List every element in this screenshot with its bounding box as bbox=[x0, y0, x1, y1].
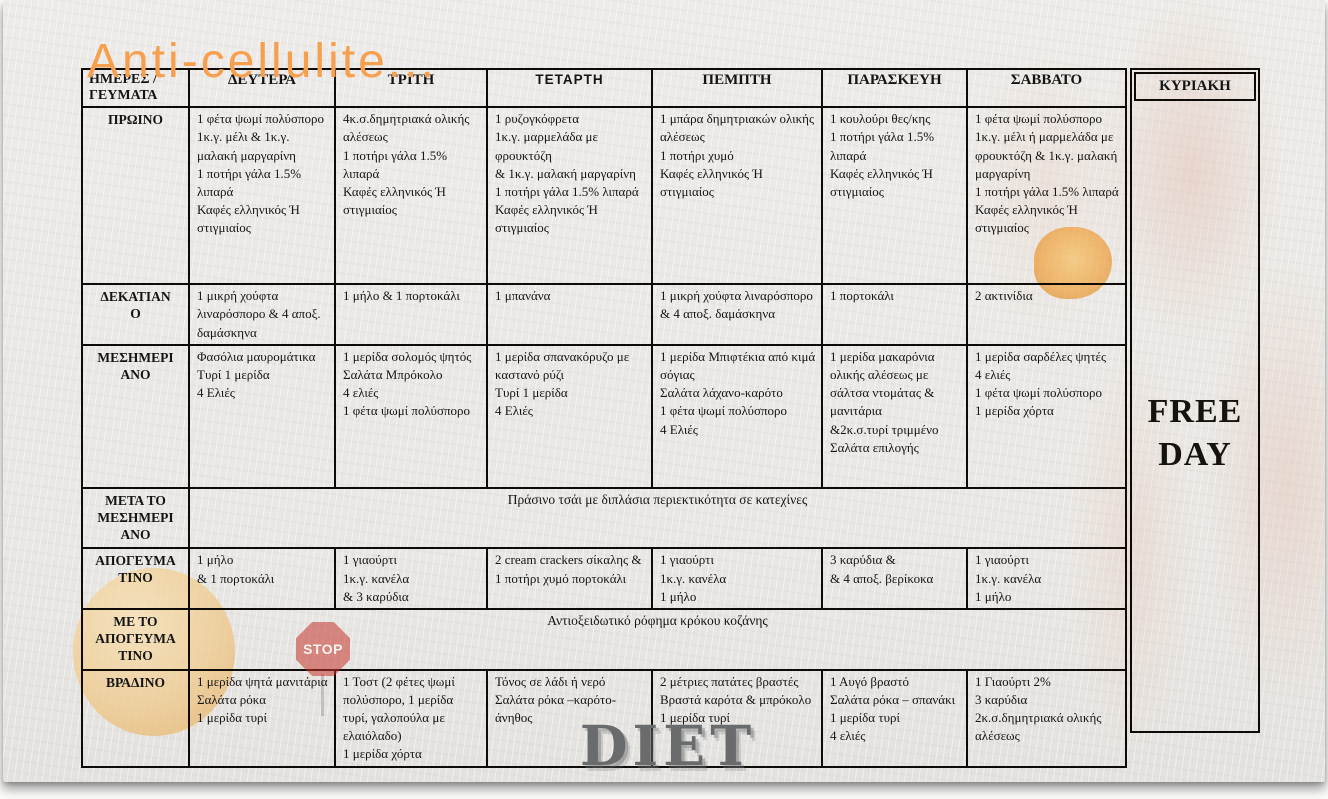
free-day-label: FREE DAY bbox=[1147, 393, 1243, 473]
breakfast-row: ΠΡΩΙΝΟ 1 φέτα ψωμί πολύσπορο 1κ.γ. μέλι … bbox=[81, 106, 1127, 286]
meal-cell: 1 κουλούρι θες/κης 1 ποτήρι γάλα 1.5% λι… bbox=[821, 106, 968, 286]
meal-cell: 1 γιαούρτι 1κ.γ. κανέλα & 3 καρύδια bbox=[334, 547, 488, 610]
day-header-sunday: ΚΥΡΙΑΚΗ bbox=[1134, 72, 1256, 101]
dinner-row: ΒΡΑΔΙΝΟ 1 μερίδα ψητά μανιτάρια Σαλάτα ρ… bbox=[81, 668, 1127, 768]
meal-cell: 1 μερίδα ψητά μανιτάρια Σαλάτα ρόκα 1 με… bbox=[188, 668, 336, 768]
sunday-free-day-cell: FREE DAY bbox=[1132, 103, 1258, 727]
meal-cell: 2 cream crackers σίκαλης & 1 ποτήρι χυμό… bbox=[486, 547, 653, 610]
corner-header: ΗΜΕΡΕΣ / ΓΕΥΜΑΤΑ bbox=[81, 67, 190, 109]
meal-cell: 1 γιαούρτι 1κ.γ. κανέλα 1 μήλο bbox=[966, 547, 1127, 610]
page-title: Anti-cellulite... bbox=[87, 35, 437, 89]
row-label-with-afternoon-snack: ΜΕ ΤΟ ΑΠΟΓΕΥΜΑ ΤΙΝΟ bbox=[81, 607, 190, 671]
meal-cell: 1 μήλο & 1 πορτοκάλι bbox=[334, 283, 488, 346]
day-header-saturday: ΣΑΒΒΑΤΟ bbox=[966, 67, 1127, 109]
row-label-afternoon-snack: ΑΠΟΓΕΥΜΑ ΤΙΝΟ bbox=[81, 547, 190, 610]
row-label-morning-snack: ΔΕΚΑΤΙΑΝ Ο bbox=[81, 283, 190, 346]
meal-cell: 1 μπάρα δημητριακών ολικής αλέσεως 1 ποτ… bbox=[651, 106, 823, 286]
meal-cell: 1 μερίδα σπανακόρυζο με καστανό ρύζι Τυρ… bbox=[486, 343, 653, 489]
meal-cell: 1 Αυγό βραστό Σαλάτα ρόκα – σπανάκι 1 με… bbox=[821, 668, 968, 768]
after-lunch-row: ΜΕΤΑ ΤΟ ΜΕΣΗΜΕΡΙ ΑΝΟ Πράσινο τσάι με διπ… bbox=[81, 486, 1127, 550]
meal-cell: 1 μερίδα σολομός ψητός Σαλάτα Μπρόκολο 4… bbox=[334, 343, 488, 489]
diet-caption: DIET bbox=[579, 713, 757, 778]
meal-cell: 1 φέτα ψωμί πολύσπορο 1κ.γ. μέλι ή μαρμε… bbox=[966, 106, 1127, 286]
meal-cell: 1 μπανάνα bbox=[486, 283, 653, 346]
meal-cell: Τόνος σε λάδι ή νερό Σαλάτα ρόκα –καρότο… bbox=[486, 668, 653, 768]
row-label-after-lunch: ΜΕΤΑ ΤΟ ΜΕΣΗΜΕΡΙ ΑΝΟ bbox=[81, 486, 190, 550]
sunday-column: ΚΥΡΙΑΚΗ FREE DAY bbox=[1130, 68, 1260, 733]
meal-cell: Φασόλια μαυρομάτικα Τυρί 1 μερίδα 4 Ελιέ… bbox=[188, 343, 336, 489]
meal-cell: 1 Τοστ (2 φέτες ψωμί πολύσπορο, 1 μερίδα… bbox=[334, 668, 488, 768]
with-afternoon-snack-row: ΜΕ ΤΟ ΑΠΟΓΕΥΜΑ ΤΙΝΟ Αντιοξειδωτικό ρόφημ… bbox=[81, 607, 1127, 671]
lunch-row: ΜΕΣΗΜΕΡΙ ΑΝΟ Φασόλια μαυρομάτικα Τυρί 1 … bbox=[81, 343, 1127, 489]
day-header-monday: ΔΕΥΤΕΡΑ bbox=[188, 67, 336, 109]
meal-cell: 1 μικρή χούφτα λιναρόσπορο & 4 αποξ. δαμ… bbox=[651, 283, 823, 346]
row-label-breakfast: ΠΡΩΙΝΟ bbox=[81, 106, 190, 286]
meal-cell: 1 μικρή χούφτα λιναρόσπορο & 4 αποξ. δαμ… bbox=[188, 283, 336, 346]
afternoon-snack-row: ΑΠΟΓΕΥΜΑ ΤΙΝΟ 1 μήλο & 1 πορτοκάλι 1 για… bbox=[81, 547, 1127, 610]
meal-cell: 1 ρυζογκόφρετα 1κ.γ. μαρμελάδα με φρουκτ… bbox=[486, 106, 653, 286]
diet-plan-slide: STOP Anti-cellulite... ΗΜΕΡΕΣ / ΓΕΥΜΑΤΑ … bbox=[3, 0, 1325, 782]
meal-cell: 1 μήλο & 1 πορτοκάλι bbox=[188, 547, 336, 610]
day-header-thursday: ΠΕΜΠΤΗ bbox=[651, 67, 823, 109]
after-lunch-span-cell: Πράσινο τσάι με διπλάσια περιεκτικότητα … bbox=[188, 486, 1127, 550]
header-row: ΗΜΕΡΕΣ / ΓΕΥΜΑΤΑ ΔΕΥΤΕΡΑ ΤΡΙΤΗ ΤΕΤΑΡΤΗ Π… bbox=[81, 67, 1127, 109]
day-header-friday: ΠΑΡΑΣΚΕΥΗ bbox=[821, 67, 968, 109]
meal-cell: 1 μερίδα σαρδέλες ψητές 4 ελιές 1 φέτα ψ… bbox=[966, 343, 1127, 489]
meal-cell: 1 πορτοκάλι bbox=[821, 283, 968, 346]
row-label-dinner: ΒΡΑΔΙΝΟ bbox=[81, 668, 190, 768]
meal-cell: 1 φέτα ψωμί πολύσπορο 1κ.γ. μέλι & 1κ.γ.… bbox=[188, 106, 336, 286]
meal-cell: 3 καρύδια & & 4 αποξ. βερίκοκα bbox=[821, 547, 968, 610]
day-header-wednesday: ΤΕΤΑΡΤΗ bbox=[486, 67, 653, 109]
meal-cell: 1 μερίδα Μπιφτέκια από κιμά σόγιας Σαλάτ… bbox=[651, 343, 823, 489]
meal-cell: 1 γιαούρτι 1κ.γ. κανέλα 1 μήλο bbox=[651, 547, 823, 610]
day-header-tuesday: ΤΡΙΤΗ bbox=[334, 67, 488, 109]
stop-sign-icon: STOP bbox=[296, 622, 350, 676]
meal-cell: 4κ.σ.δημητριακά ολικής αλέσεως 1 ποτήρι … bbox=[334, 106, 488, 286]
diet-table: ΗΜΕΡΕΣ / ΓΕΥΜΑΤΑ ΔΕΥΤΕΡΑ ΤΡΙΤΗ ΤΕΤΑΡΤΗ Π… bbox=[81, 67, 1127, 768]
meal-cell: 2 μέτριες πατάτες βραστές Βραστά καρότα … bbox=[651, 668, 823, 768]
row-label-lunch: ΜΕΣΗΜΕΡΙ ΑΝΟ bbox=[81, 343, 190, 489]
morning-snack-row: ΔΕΚΑΤΙΑΝ Ο 1 μικρή χούφτα λιναρόσπορο & … bbox=[81, 283, 1127, 346]
meal-cell: 1 Γιαούρτι 2% 3 καρύδια 2κ.σ.δημητριακά … bbox=[966, 668, 1127, 768]
meal-cell: 2 ακτινίδια bbox=[966, 283, 1127, 346]
meal-cell: 1 μερίδα μακαρόνια ολικής αλέσεως με σάλ… bbox=[821, 343, 968, 489]
